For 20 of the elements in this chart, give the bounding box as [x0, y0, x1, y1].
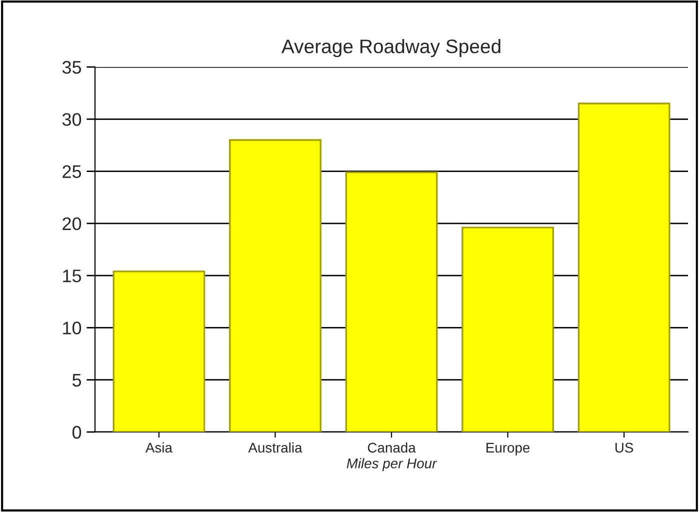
y-tick-label: 5	[72, 374, 82, 387]
x-tick-label: Australia	[248, 442, 302, 453]
x-axis-title: Miles per Hour	[346, 458, 438, 472]
x-tick-label: Canada	[368, 442, 416, 453]
bar	[578, 102, 670, 432]
bar	[112, 270, 206, 432]
y-tick-label: 35	[62, 60, 82, 74]
x-tick-label: US	[615, 442, 634, 453]
bar	[462, 226, 554, 432]
y-tick-label: 0	[72, 426, 82, 439]
x-tick-label: Asia	[145, 442, 172, 453]
chart-title: Average Roadway Speed	[281, 39, 500, 58]
bar	[345, 171, 438, 432]
y-tick-label: 20	[62, 217, 82, 230]
bar	[229, 139, 322, 432]
y-tick-label: 30	[62, 113, 82, 126]
y-tick-label: 25	[62, 165, 82, 178]
x-tick-label: Europe	[486, 442, 530, 456]
y-tick-label: 10	[63, 322, 82, 334]
y-tick-label: 15	[63, 270, 82, 282]
